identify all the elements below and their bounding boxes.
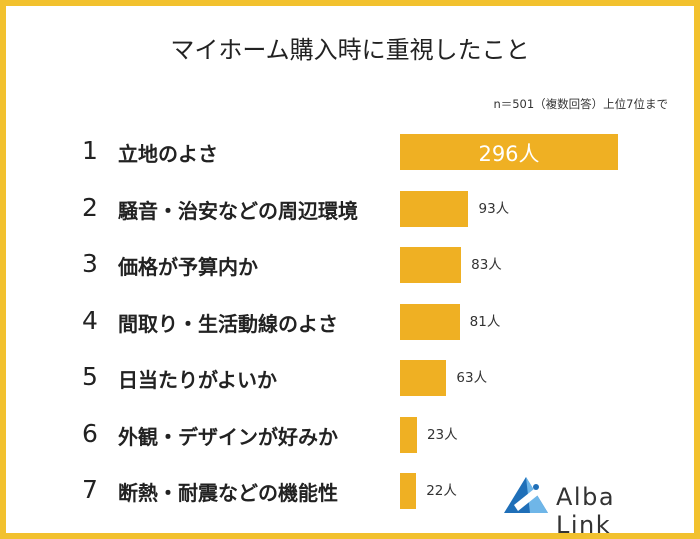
bar	[400, 134, 618, 170]
bar-chart: 1 立地のよさ 296人 2 騒音・治安などの周辺環境 93人 3 価格が予算内か 83人 4 間取…	[6, 6, 694, 533]
bar	[400, 247, 462, 283]
rank-number: 4	[82, 305, 98, 335]
bar-value-label: 81人	[469, 313, 501, 330]
bar	[400, 473, 417, 509]
rank-number: 1	[82, 136, 98, 165]
brand-name: Alba Link	[556, 483, 616, 539]
bar-value-label: 63人	[456, 370, 488, 386]
bar-value-label: 22人	[426, 483, 457, 499]
bar-value-label: 93人	[478, 200, 510, 217]
rank-number: 7	[82, 475, 98, 504]
bar	[400, 360, 447, 396]
bar-value-label: 296人	[478, 142, 540, 166]
chart-title: マイホーム購入時に重視したこと	[170, 36, 530, 64]
bar-value-label: 23人	[426, 426, 458, 443]
bar	[400, 190, 469, 227]
category-label: 価格が予算内か	[118, 255, 258, 279]
category-label: 外観・デザインが好みか	[118, 424, 338, 449]
rank-number: 5	[82, 362, 98, 391]
rank-number: 2	[82, 192, 98, 222]
alba-link-logo: Alba Link	[504, 475, 676, 539]
category-label: 立地のよさ	[118, 142, 218, 166]
chart-card: マイホーム購入時に重視したこと n＝501（複数回答）上位7位まで 1 立地のよさ…	[6, 6, 694, 539]
category-label: 間取り・生活動線のよさ	[118, 311, 338, 336]
logo-triangle-icon	[504, 477, 548, 513]
category-label: 騒音・治安などの周辺環境	[118, 198, 358, 223]
category-label: 断熱・耐震などの機能性	[118, 481, 338, 505]
rank-number: 6	[82, 418, 98, 448]
bar-value-label: 83人	[471, 257, 502, 273]
bar	[400, 416, 417, 453]
rank-number: 3	[82, 249, 98, 278]
category-label: 日当たりがよいか	[118, 368, 277, 392]
bar	[400, 303, 460, 340]
sample-note: n＝501（複数回答）上位7位まで	[493, 97, 668, 111]
